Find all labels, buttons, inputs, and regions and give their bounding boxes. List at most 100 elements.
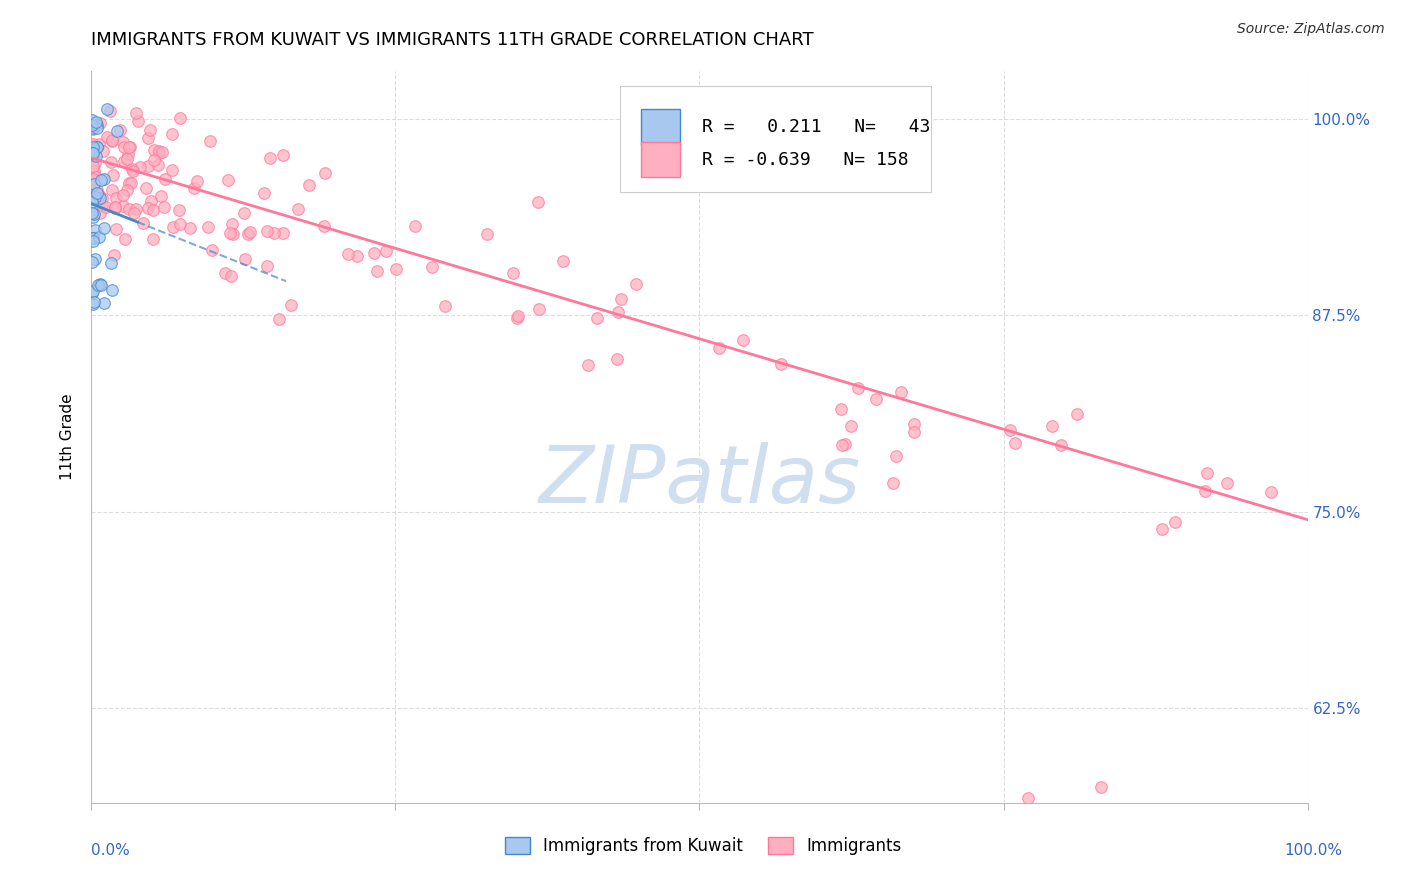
FancyBboxPatch shape bbox=[641, 110, 681, 145]
Point bbox=[846, 381, 869, 395]
Point bbox=[903, 417, 925, 432]
Point bbox=[434, 299, 457, 313]
Point bbox=[100, 256, 122, 270]
Text: ZIPatlas: ZIPatlas bbox=[538, 442, 860, 520]
Text: IMMIGRANTS FROM KUWAIT VS IMMIGRANTS 11TH GRADE CORRELATION CHART: IMMIGRANTS FROM KUWAIT VS IMMIGRANTS 11T… bbox=[91, 31, 814, 49]
Point bbox=[80, 119, 103, 133]
Point bbox=[609, 292, 631, 306]
Point bbox=[239, 225, 262, 239]
Point bbox=[100, 184, 122, 198]
Point bbox=[366, 264, 388, 278]
Point bbox=[142, 202, 165, 217]
Point bbox=[146, 158, 169, 172]
Point bbox=[93, 296, 115, 310]
Point bbox=[502, 266, 524, 280]
Text: Source: ZipAtlas.com: Source: ZipAtlas.com bbox=[1237, 22, 1385, 37]
Point bbox=[1040, 418, 1063, 433]
Point bbox=[506, 310, 529, 325]
Point bbox=[82, 146, 104, 161]
Point bbox=[90, 198, 112, 212]
Point bbox=[82, 179, 104, 194]
Point bbox=[152, 145, 174, 160]
Point bbox=[271, 226, 294, 240]
Point bbox=[153, 201, 176, 215]
Point bbox=[508, 309, 530, 323]
Point bbox=[256, 224, 278, 238]
Point bbox=[86, 118, 108, 132]
Point bbox=[903, 425, 925, 439]
Point bbox=[89, 191, 111, 205]
Point bbox=[169, 111, 191, 125]
FancyBboxPatch shape bbox=[641, 143, 681, 178]
Point bbox=[186, 173, 208, 187]
Y-axis label: 11th Grade: 11th Grade bbox=[60, 393, 76, 481]
Point bbox=[132, 216, 155, 230]
Point bbox=[136, 201, 159, 215]
Point bbox=[280, 298, 302, 312]
Point bbox=[1004, 435, 1026, 450]
Point bbox=[890, 385, 912, 400]
Point bbox=[831, 438, 853, 452]
Point bbox=[222, 227, 245, 241]
Point bbox=[709, 341, 731, 355]
Point bbox=[148, 145, 170, 160]
Point bbox=[551, 254, 574, 268]
Point bbox=[527, 302, 550, 317]
Point bbox=[160, 127, 183, 141]
Point bbox=[118, 140, 141, 154]
Point bbox=[93, 221, 115, 235]
Point bbox=[121, 164, 143, 178]
Point bbox=[287, 202, 309, 217]
Point bbox=[1150, 522, 1173, 536]
Point bbox=[136, 130, 159, 145]
Point bbox=[148, 144, 170, 158]
Point bbox=[179, 221, 201, 235]
Point bbox=[1195, 467, 1218, 481]
Point bbox=[100, 155, 122, 169]
Point bbox=[125, 202, 148, 217]
Point bbox=[117, 183, 139, 197]
Point bbox=[82, 121, 104, 136]
Point bbox=[104, 201, 127, 215]
Point bbox=[221, 268, 243, 283]
Point bbox=[82, 140, 104, 154]
Point bbox=[82, 297, 104, 311]
Point bbox=[83, 178, 105, 192]
Point bbox=[217, 173, 239, 187]
Point bbox=[84, 170, 107, 185]
Point bbox=[201, 243, 224, 257]
Point bbox=[91, 144, 114, 158]
Point bbox=[120, 177, 142, 191]
Point bbox=[198, 134, 221, 148]
Point bbox=[93, 172, 115, 186]
Point bbox=[298, 178, 321, 193]
Point bbox=[84, 115, 107, 129]
Point bbox=[101, 134, 124, 148]
Point bbox=[1090, 780, 1112, 794]
Point bbox=[865, 392, 887, 407]
Text: 100.0%: 100.0% bbox=[1285, 843, 1343, 858]
Point bbox=[108, 123, 131, 137]
Point bbox=[83, 164, 105, 178]
Point bbox=[1066, 407, 1088, 421]
Point bbox=[129, 160, 152, 174]
Point bbox=[86, 186, 108, 200]
Point bbox=[219, 227, 242, 241]
Point bbox=[112, 135, 135, 149]
Point bbox=[82, 195, 104, 210]
Point bbox=[82, 147, 104, 161]
Point bbox=[86, 140, 108, 154]
Point bbox=[1216, 475, 1239, 490]
Point bbox=[90, 278, 112, 293]
Point bbox=[124, 205, 146, 219]
Point bbox=[82, 231, 104, 245]
Point bbox=[104, 191, 127, 205]
Point bbox=[1194, 484, 1216, 499]
Legend: Immigrants from Kuwait, Immigrants: Immigrants from Kuwait, Immigrants bbox=[498, 830, 908, 862]
Point bbox=[169, 217, 191, 231]
Point bbox=[337, 247, 360, 261]
Point bbox=[884, 450, 907, 464]
Point bbox=[420, 260, 443, 275]
Point bbox=[90, 173, 112, 187]
Point bbox=[626, 277, 648, 291]
